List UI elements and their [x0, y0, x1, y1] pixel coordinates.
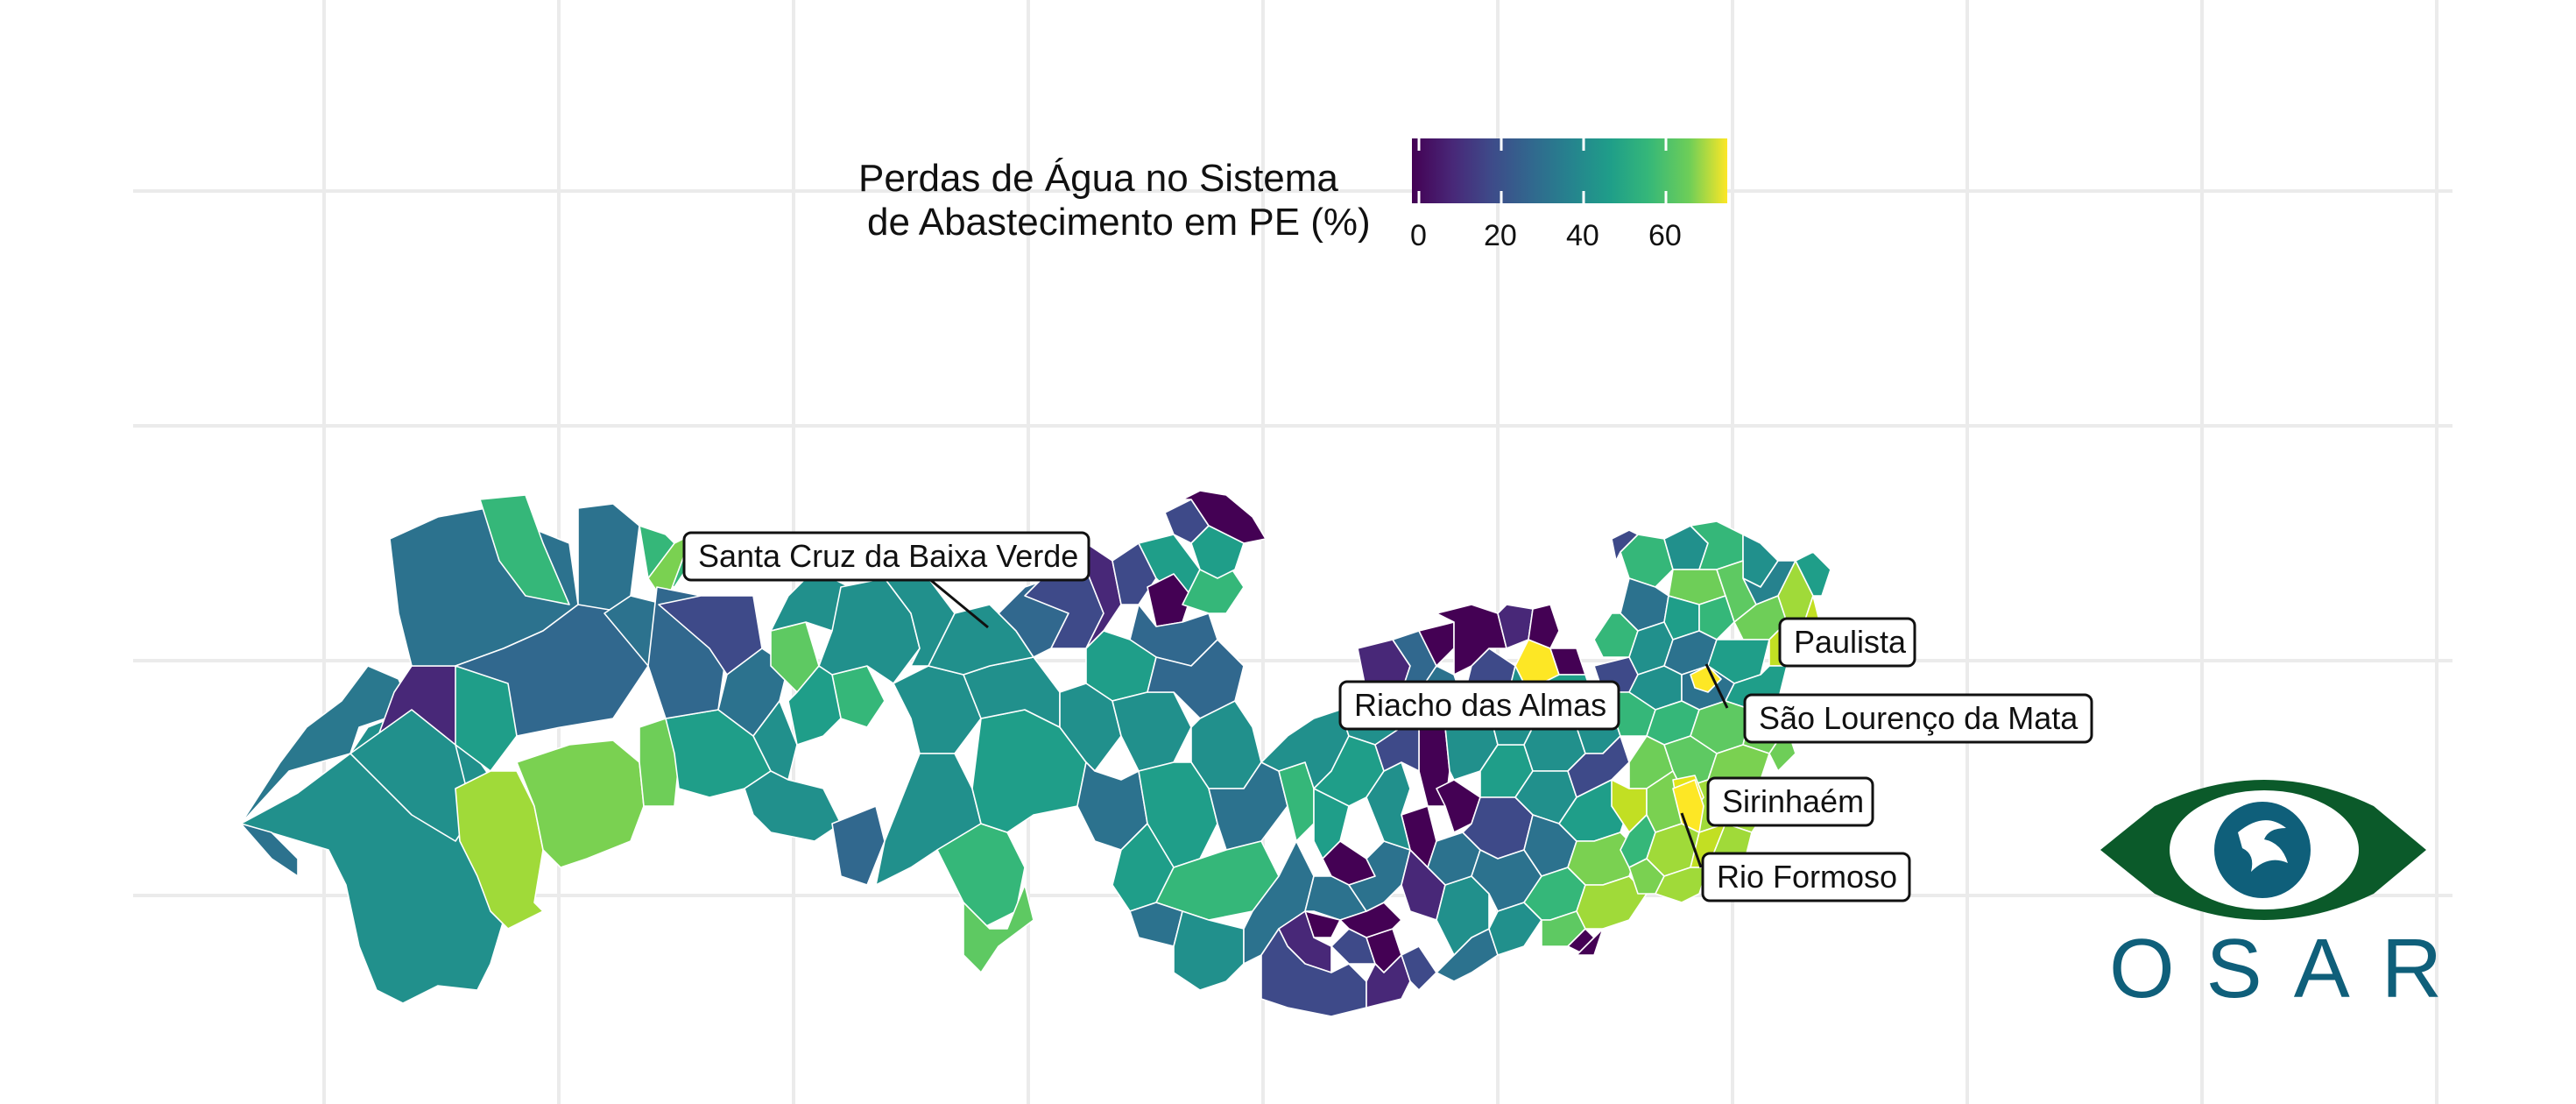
legend-tick-label: 40 — [1566, 219, 1599, 252]
municipality — [1339, 902, 1402, 938]
municipality — [516, 740, 645, 868]
municipality — [455, 770, 544, 930]
pernambuco-map — [240, 490, 1831, 1017]
label-leaders — [928, 577, 1729, 868]
map-label-paulista: Paulista — [1778, 617, 1916, 668]
map-label-riacho: Riacho das Almas — [1338, 680, 1620, 731]
label-text: Santa Cruz da Baixa Verde — [698, 538, 1078, 574]
municipality — [1528, 604, 1560, 649]
municipality — [1497, 604, 1534, 649]
municipality — [1366, 761, 1411, 851]
municipality — [1059, 683, 1122, 772]
map-label-rio-formoso: Rio Formoso — [1701, 852, 1911, 902]
municipality — [1655, 867, 1709, 903]
municipality — [1576, 928, 1604, 956]
municipality — [1436, 604, 1507, 676]
label-text: Rio Formoso — [1717, 859, 1897, 895]
legend-tick-label: 20 — [1484, 219, 1517, 252]
legend-title-line1: Perdas de Água no Sistema — [858, 157, 1338, 200]
municipality — [1147, 573, 1192, 627]
municipality — [1576, 875, 1648, 930]
legend-title-line2: de Abastecimento em PE (%) — [867, 201, 1371, 244]
map-label-sao-lourenco: São Lourenço da Mata — [1743, 693, 2093, 744]
municipality — [1129, 902, 1183, 947]
label-text: Riacho das Almas — [1354, 687, 1606, 723]
municipality — [1182, 490, 1267, 544]
label-text: Sirinhaém — [1722, 783, 1864, 819]
municipality — [1611, 529, 1639, 562]
municipality — [1514, 639, 1560, 684]
legend-colorbar — [1412, 138, 1727, 203]
municipality — [1366, 954, 1411, 1008]
municipality — [831, 805, 886, 886]
municipality — [963, 656, 1061, 728]
legend-tick-marks — [1417, 138, 1668, 203]
municipality — [1112, 542, 1157, 605]
municipality — [1567, 735, 1630, 798]
municipality — [744, 770, 842, 842]
municipality — [1260, 928, 1367, 1017]
municipality — [240, 665, 413, 824]
map-label-sirinhaem: Sirinhaém — [1706, 776, 1874, 827]
label-text: São Lourenço da Mata — [1759, 700, 2078, 736]
municipality — [240, 823, 299, 877]
municipality — [1190, 525, 1245, 579]
municipality — [752, 700, 798, 781]
legend: Perdas de Água no Sistema de Abastecimen… — [858, 138, 1727, 252]
municipality — [1698, 595, 1735, 640]
municipality — [963, 884, 1034, 973]
municipality — [479, 494, 570, 605]
municipality — [455, 665, 518, 772]
legend-tick-label: 60 — [1648, 219, 1682, 252]
municipality — [1401, 945, 1437, 991]
municipality — [1173, 910, 1245, 991]
legend-tick-label: 0 — [1410, 219, 1427, 252]
label-text: Paulista — [1794, 624, 1907, 660]
municipality — [1112, 691, 1192, 772]
osar-logo: OSAR — [2100, 780, 2474, 1016]
municipality — [884, 577, 956, 667]
municipality — [1690, 665, 1722, 693]
municipality — [1795, 551, 1831, 597]
map-label-santa-cruz: Santa Cruz da Baixa Verde — [682, 531, 1090, 582]
logo-text: OSAR — [2109, 922, 2474, 1016]
